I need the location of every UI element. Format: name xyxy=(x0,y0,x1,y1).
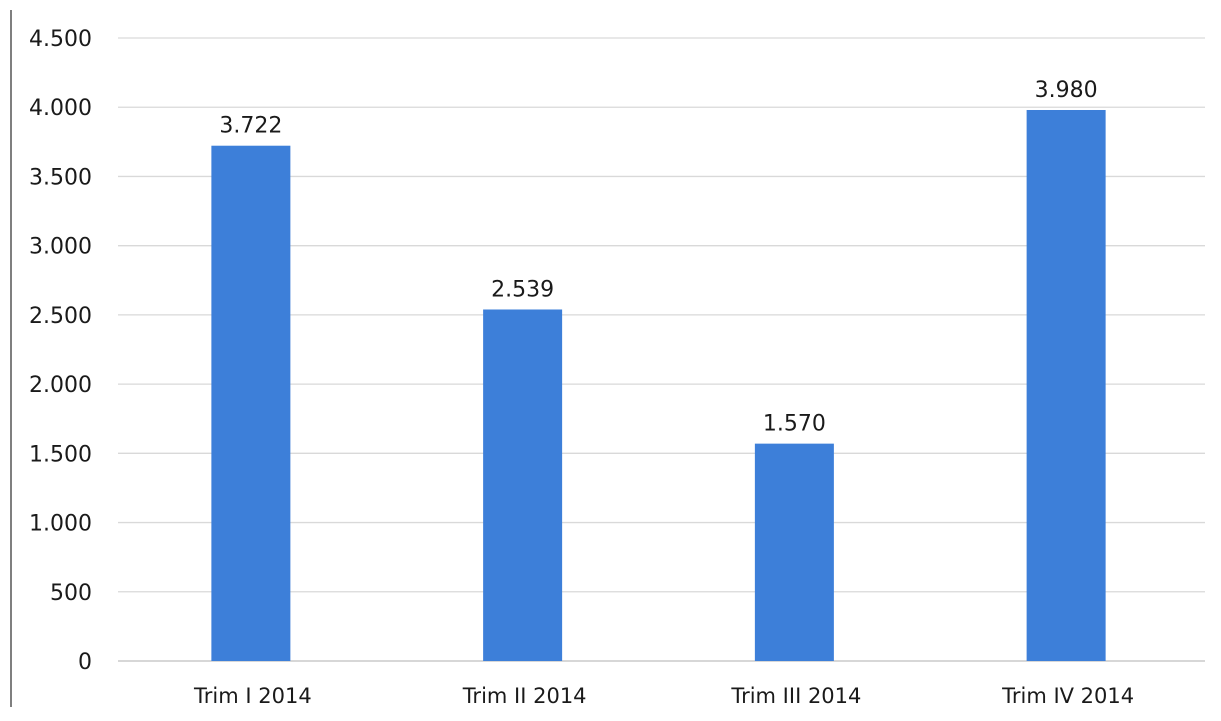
data-labels: 3.722 2.539 1.570 3.980 xyxy=(219,78,1097,437)
y-tick-label: 1.000 xyxy=(29,512,92,537)
gridlines xyxy=(118,37,1205,662)
y-tick-label: 2.500 xyxy=(29,304,92,329)
y-tick-label: 500 xyxy=(50,581,92,606)
y-axis: 0 500 1.000 1.500 2.000 2.500 3.000 3.500 4.000 4… xyxy=(10,10,92,707)
x-category-label: Trim I 2014 xyxy=(193,684,312,708)
data-label: 2.539 xyxy=(491,277,554,302)
y-tick-label: 0 xyxy=(78,650,92,675)
y-tick-label: 3.000 xyxy=(29,235,92,260)
data-label: 1.570 xyxy=(763,412,826,437)
data-label: 3.980 xyxy=(1035,78,1098,103)
x-category-label: Trim II 2014 xyxy=(462,684,587,708)
bar xyxy=(211,145,291,661)
bar xyxy=(1026,109,1106,662)
x-axis: Trim I 2014 Trim II 2014 Trim III 2014 Trim… xyxy=(193,684,1134,708)
y-tick-label: 1.500 xyxy=(29,442,92,467)
y-tick-label: 4.500 xyxy=(29,27,92,52)
bar xyxy=(483,309,563,661)
y-tick-label: 2.000 xyxy=(29,373,92,398)
bars xyxy=(211,109,1106,662)
bar xyxy=(754,443,834,661)
x-category-label: Trim IV 2014 xyxy=(1001,684,1134,708)
y-tick-label: 4.000 xyxy=(29,96,92,121)
x-category-label: Trim III 2014 xyxy=(730,684,861,708)
y-tick-label: 3.500 xyxy=(29,165,92,190)
data-label: 3.722 xyxy=(219,114,282,139)
